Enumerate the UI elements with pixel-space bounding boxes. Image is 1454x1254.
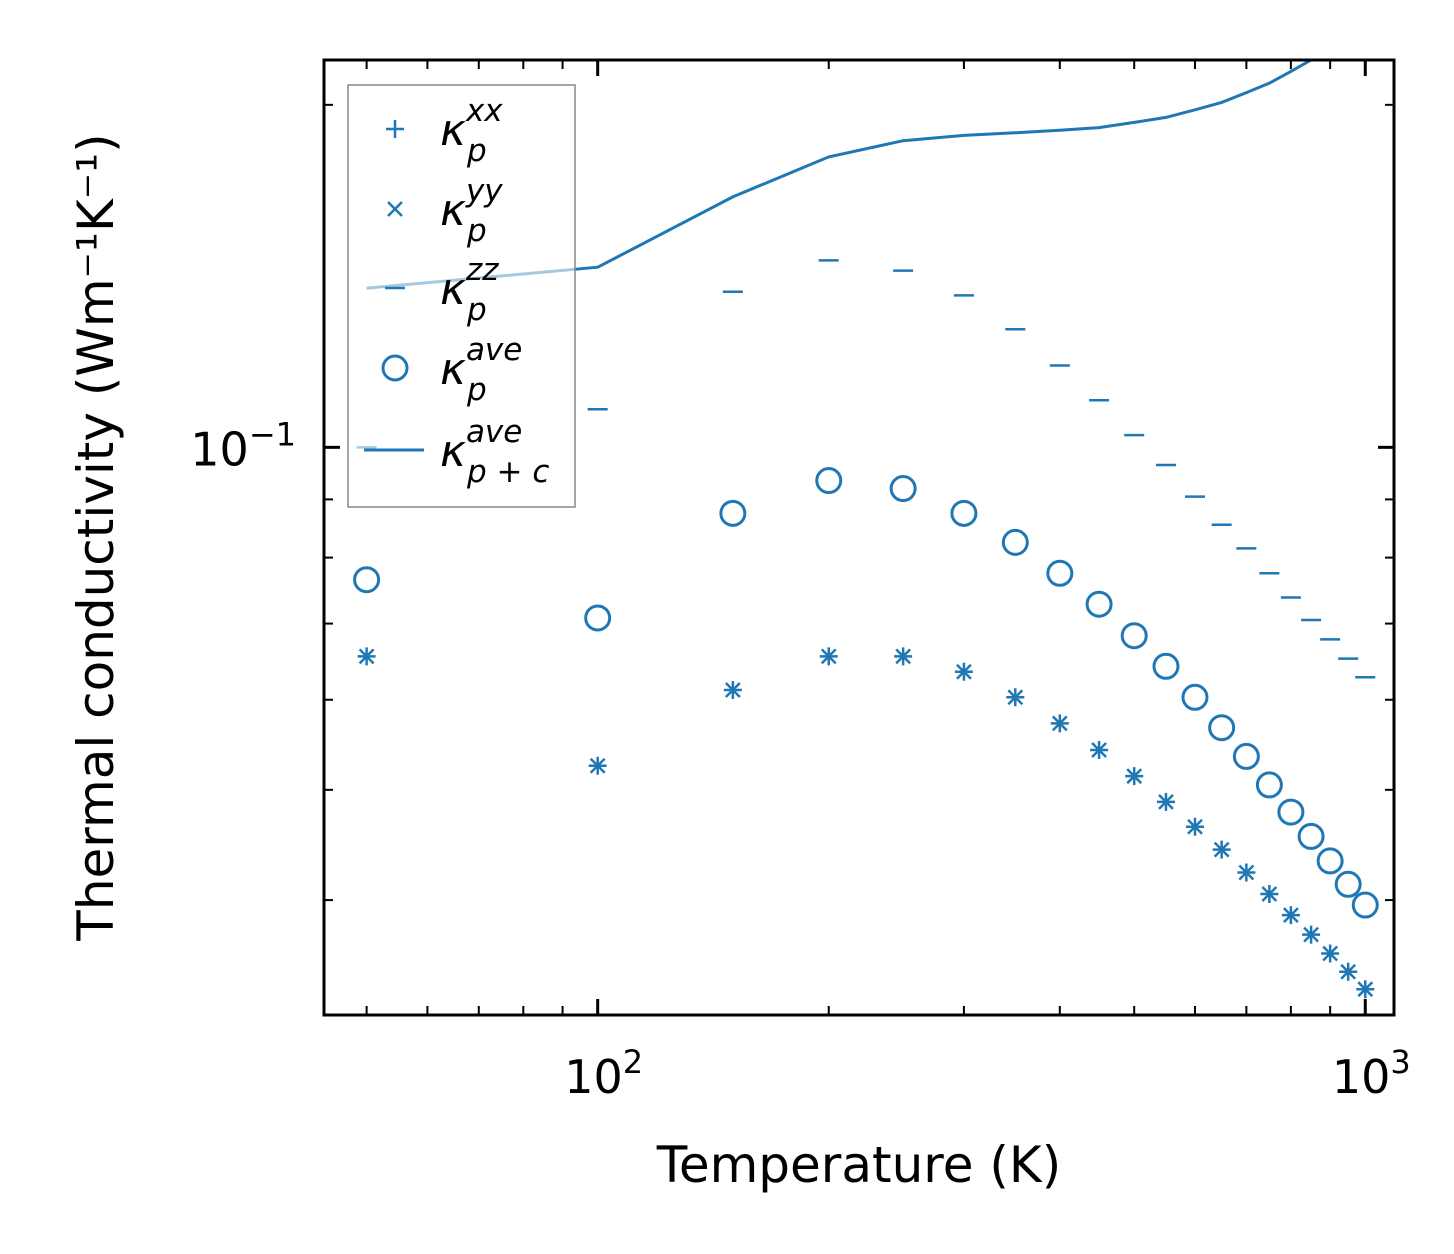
point-kappa_p_ave xyxy=(1255,771,1283,799)
y-tick-label: 10−1 xyxy=(190,415,296,476)
legend-label: κzz p xyxy=(440,252,499,328)
point-kappa_p_yy xyxy=(895,648,912,665)
point-kappa_p_ave xyxy=(1316,847,1344,875)
point-kappa_p_ave xyxy=(1001,528,1029,556)
legend-item-kappa_p_xx: κxx p xyxy=(386,93,503,169)
y-axis-label: Thermal conductivity (Wm⁻¹K⁻¹) xyxy=(67,133,125,941)
legend-marker-icon xyxy=(387,201,403,217)
series-layer xyxy=(353,60,1379,999)
point-kappa_p_ave xyxy=(950,499,978,527)
series-kappa_p_zz xyxy=(356,259,1376,679)
major-ticks xyxy=(324,60,1394,1015)
legend-box xyxy=(347,84,576,508)
legend-label: κave p + c xyxy=(440,414,549,490)
legend-label: κyy p xyxy=(440,173,503,249)
point-kappa_p_yy xyxy=(1340,963,1357,980)
legend-item-kappa_p_yy: κyy p xyxy=(387,173,503,249)
series-kappa_p_xx xyxy=(357,647,1375,999)
point-kappa_p_ave xyxy=(1351,891,1379,919)
legend-item-kappa_p_ave: κave p xyxy=(381,332,522,408)
series-kappa_p_ave xyxy=(353,467,1379,919)
series-kappa_p_plus_c_ave xyxy=(366,60,1315,290)
point-kappa_p_ave xyxy=(1085,590,1113,618)
point-kappa_p_yy xyxy=(1091,742,1107,758)
point-kappa_p_yy xyxy=(1322,945,1339,962)
legend-marker-icon xyxy=(386,120,404,138)
x-tick-label: 103 xyxy=(1332,1043,1411,1104)
point-kappa_p_yy xyxy=(1051,715,1068,732)
plot-frame xyxy=(322,58,1396,1017)
legend-label: κave p xyxy=(440,332,522,408)
point-kappa_p_ave xyxy=(1046,559,1074,587)
point-kappa_p_ave xyxy=(1152,652,1180,680)
point-kappa_p_ave xyxy=(815,467,843,495)
point-kappa_p_ave xyxy=(1181,683,1209,711)
point-kappa_p_ave xyxy=(584,604,612,632)
point-kappa_p_yy xyxy=(724,682,741,698)
point-kappa_p_yy xyxy=(1303,926,1319,943)
point-kappa_p_yy xyxy=(820,648,837,665)
legend-item-kappa_p_plus_c_ave: κave p + c xyxy=(364,414,549,490)
point-kappa_p_ave xyxy=(1208,714,1236,742)
point-kappa_p_yy xyxy=(1357,981,1374,998)
point-kappa_p_ave xyxy=(1120,622,1148,650)
point-kappa_p_yy xyxy=(956,663,972,680)
legend-item-kappa_p_zz: κzz p xyxy=(385,252,499,328)
point-kappa_p_yy xyxy=(1158,793,1174,810)
point-kappa_p_yy xyxy=(1126,768,1143,785)
legend-label: κxx p xyxy=(440,93,503,169)
legend-marker-icon xyxy=(381,354,409,382)
tick-labels: 102 103 10−1 xyxy=(190,415,1410,1104)
x-tick-label: 102 xyxy=(564,1043,643,1104)
point-kappa_p_yy xyxy=(1213,841,1230,858)
point-kappa_p_ave xyxy=(1334,870,1362,898)
point-kappa_p_ave xyxy=(353,566,381,594)
point-kappa_p_ave xyxy=(1297,822,1325,850)
point-kappa_p_yy xyxy=(589,757,606,774)
point-kappa_p_yy xyxy=(1238,864,1255,881)
point-kappa_p_ave xyxy=(1277,798,1305,826)
series-kappa_p_yy xyxy=(358,648,1374,998)
line-kappa_p_plus_c_ave xyxy=(366,60,1315,290)
x-axis-label: Temperature (K) xyxy=(656,1136,1061,1194)
point-kappa_p_ave xyxy=(719,499,747,527)
point-kappa_p_yy xyxy=(1261,886,1278,902)
point-kappa_p_ave xyxy=(1232,742,1260,770)
point-kappa_p_yy xyxy=(1187,818,1203,835)
point-kappa_p_yy xyxy=(358,648,375,665)
point-kappa_p_yy xyxy=(1282,907,1299,924)
point-kappa_p_yy xyxy=(1007,689,1024,706)
point-kappa_p_ave xyxy=(889,475,917,503)
